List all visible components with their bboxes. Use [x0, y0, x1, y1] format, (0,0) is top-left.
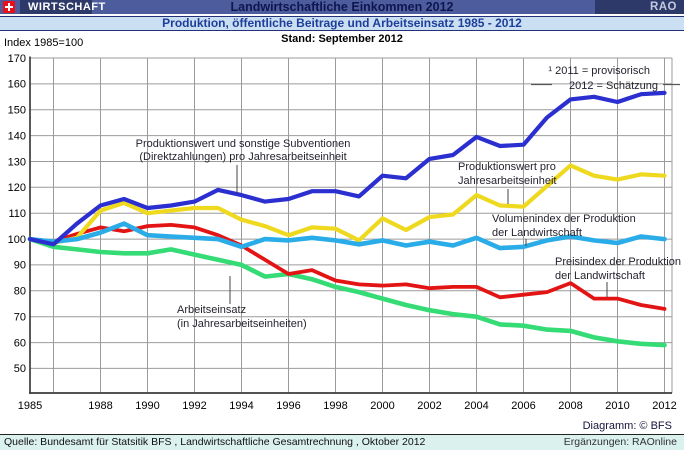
svg-text:100: 100: [8, 234, 26, 246]
chart-footnote: ¹ 2011 = provisorisch 2012 = Schätzung: [531, 65, 680, 92]
svg-text:2000: 2000: [370, 400, 394, 412]
series-label-volumenindex: Volumenindex der Produktion: [492, 213, 636, 225]
series-line-produktionswert: [27, 163, 667, 246]
svg-text:150: 150: [8, 105, 26, 117]
series-label-subventionen: Produktionswert und sonstige Subventione…: [136, 138, 351, 150]
svg-text:70: 70: [14, 312, 26, 324]
series-label-subventionen: (Direktzahlungen) pro Jahresarbeitseinhe…: [139, 151, 346, 163]
svg-text:140: 140: [8, 130, 26, 142]
svg-text:130: 130: [8, 156, 26, 168]
series-label-volumenindex: der Landwirtschaft: [492, 227, 582, 239]
svg-text:170: 170: [8, 53, 26, 65]
y-axis-unit-label: Index 1985=100: [4, 37, 84, 49]
svg-text:110: 110: [8, 208, 26, 220]
svg-text:2008: 2008: [558, 400, 582, 412]
axes: [29, 56, 672, 394]
series-label-arbeitseinsatz: Arbeitseinsatz: [177, 304, 246, 316]
x-axis-labels: 1985 1988 1990 1992 1994 1996 1998 2000 2002 2004…: [18, 400, 677, 412]
brand-label: RAO: [595, 0, 684, 14]
svg-text:60: 60: [14, 337, 26, 349]
series-label-preisindex: der Landwirtschaft: [555, 270, 645, 282]
footer-bar: Quelle: Bundesamt für Statsitik BFS , La…: [0, 434, 684, 450]
series-label-preisindex: Preisindex der Produktion: [555, 256, 681, 268]
header-bar: Landwirtschaftliche Einkommen 2012 WIRTS…: [0, 0, 684, 14]
svg-text:2012: 2012: [652, 400, 676, 412]
page-subtitle: Produktion, öffentliche Beitrage und Arb…: [162, 15, 522, 30]
series-line-subventionen: [27, 90, 667, 247]
series-label-produktionswert: Jahresarbeitseinheit: [458, 175, 556, 187]
svg-text:2006: 2006: [511, 400, 535, 412]
svg-text:1985: 1985: [18, 400, 42, 412]
svg-text:1996: 1996: [276, 400, 300, 412]
additions-text: Ergänzungen: RAOnline: [563, 436, 677, 448]
gridlines: [30, 57, 673, 393]
subtitle-bar: Produktion, öffentliche Beitrage und Arb…: [0, 15, 684, 31]
diagram-credit: Diagramm: © BFS: [582, 420, 672, 432]
svg-text:120: 120: [8, 182, 26, 194]
series-label-produktionswert: Produktionswert pro: [458, 161, 556, 173]
footnote-line-1: ¹ 2011 = provisorisch: [548, 65, 650, 77]
series-annotations: Arbeitseinsatz (in Jahresarbeitseinheiten…: [136, 138, 681, 330]
page-title: Landwirtschaftliche Einkommen 2012: [230, 0, 454, 14]
series-line-volumenindex: [27, 221, 667, 251]
series-label-arbeitseinsatz: (in Jahresarbeitseinheiten): [177, 318, 307, 330]
svg-text:1994: 1994: [229, 400, 253, 412]
svg-text:1990: 1990: [135, 400, 159, 412]
series-line-arbeitseinsatz: [27, 236, 667, 348]
status-date: Stand: September 2012: [281, 33, 403, 45]
svg-text:160: 160: [8, 79, 26, 91]
svg-text:50: 50: [14, 363, 26, 375]
svg-text:1992: 1992: [182, 400, 206, 412]
section-label: WIRTSCHAFT: [20, 0, 105, 14]
svg-text:2004: 2004: [464, 400, 488, 412]
footnote-line-2: 2012 = Schätzung: [569, 80, 658, 92]
svg-text:80: 80: [14, 286, 26, 298]
svg-text:1998: 1998: [323, 400, 347, 412]
svg-text:90: 90: [14, 260, 26, 272]
swiss-flag-icon: [3, 1, 15, 13]
svg-text:2010: 2010: [605, 400, 629, 412]
source-text: Quelle: Bundesamt für Statsitik BFS , La…: [4, 436, 426, 448]
svg-text:2002: 2002: [417, 400, 441, 412]
svg-text:1988: 1988: [88, 400, 112, 412]
y-axis-labels: 50 60 70 80 90 100 110 120 130 140 150 160 170: [8, 53, 26, 375]
